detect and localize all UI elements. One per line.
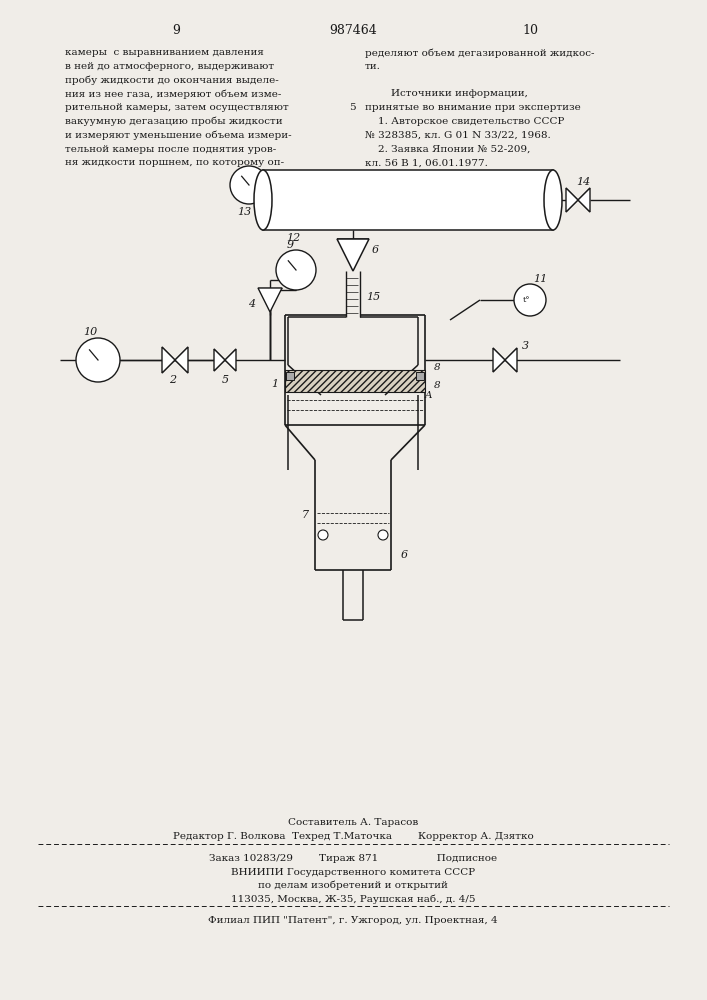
Circle shape <box>230 166 268 204</box>
Text: 15: 15 <box>366 292 380 302</box>
Circle shape <box>378 530 388 540</box>
Circle shape <box>76 338 120 382</box>
Text: и измеряют уменьшение объема измери-: и измеряют уменьшение объема измери- <box>65 131 291 140</box>
Text: ти.: ти. <box>365 62 381 71</box>
Circle shape <box>514 284 546 316</box>
Polygon shape <box>493 348 505 372</box>
Text: 10: 10 <box>83 327 97 337</box>
Text: Филиал ПИП "Патент", г. Ужгород, ул. Проектная, 4: Филиал ПИП "Патент", г. Ужгород, ул. Про… <box>208 916 498 925</box>
Text: 5: 5 <box>349 103 356 112</box>
Text: 12: 12 <box>286 233 300 243</box>
Text: тельной камеры после поднятия уров-: тельной камеры после поднятия уров- <box>65 145 276 154</box>
Ellipse shape <box>544 170 562 230</box>
Polygon shape <box>162 347 175 373</box>
Text: 1: 1 <box>271 379 279 389</box>
Polygon shape <box>337 239 369 271</box>
Text: пробу жидкости до окончания выделе-: пробу жидкости до окончания выделе- <box>65 76 279 85</box>
Text: Составитель А. Тарасов: Составитель А. Тарасов <box>288 818 418 827</box>
Text: 9: 9 <box>172 23 180 36</box>
Text: Заказ 10283/29        Тираж 871                  Подписное: Заказ 10283/29 Тираж 871 Подписное <box>209 854 497 863</box>
Text: принятые во внимание при экспертизе: принятые во внимание при экспертизе <box>365 103 580 112</box>
Text: № 328385, кл. G 01 N 33/22, 1968.: № 328385, кл. G 01 N 33/22, 1968. <box>365 131 551 140</box>
Polygon shape <box>175 347 188 373</box>
Text: 113035, Москва, Ж-35, Раушская наб., д. 4/5: 113035, Москва, Ж-35, Раушская наб., д. … <box>230 894 475 904</box>
Text: 11: 11 <box>533 274 547 284</box>
Bar <box>285 370 425 392</box>
Text: 5: 5 <box>221 375 228 385</box>
Text: рительной камеры, затем осуществляют: рительной камеры, затем осуществляют <box>65 103 288 112</box>
Bar <box>416 372 424 380</box>
Text: ния из нее газа, измеряют объем изме-: ния из нее газа, измеряют объем изме- <box>65 89 281 99</box>
Text: 4: 4 <box>248 299 255 309</box>
Text: 14: 14 <box>576 177 590 187</box>
Bar <box>286 372 294 380</box>
Polygon shape <box>578 188 590 212</box>
Text: Редактор Г. Волкова  Техред Т.Маточка        Корректор А. Дзятко: Редактор Г. Волкова Техред Т.Маточка Кор… <box>173 832 533 841</box>
Text: 8: 8 <box>433 363 440 372</box>
Text: 8: 8 <box>433 381 440 390</box>
Text: по делам изобретений и открытий: по делам изобретений и открытий <box>258 881 448 890</box>
Polygon shape <box>566 188 578 212</box>
Text: ВНИИПИ Государственного комитета СССР: ВНИИПИ Государственного комитета СССР <box>231 868 475 877</box>
Text: вакуумную дегазацию пробы жидкости: вакуумную дегазацию пробы жидкости <box>65 117 283 126</box>
Text: ределяют объем дегазированной жидкос-: ределяют объем дегазированной жидкос- <box>365 48 595 57</box>
Circle shape <box>276 250 316 290</box>
Circle shape <box>318 530 328 540</box>
Text: 987464: 987464 <box>329 23 377 36</box>
Text: A: A <box>425 391 433 400</box>
Text: 6: 6 <box>401 550 408 560</box>
Polygon shape <box>258 288 282 312</box>
Text: 3: 3 <box>522 341 529 351</box>
Text: ня жидкости поршнем, по которому оп-: ня жидкости поршнем, по которому оп- <box>65 158 284 167</box>
Text: 9: 9 <box>286 240 293 250</box>
Text: Источники информации,: Источники информации, <box>365 89 528 98</box>
Text: 2. Заявка Японии № 52-209,: 2. Заявка Японии № 52-209, <box>365 145 530 154</box>
Text: кл. 56 В 1, 06.01.1977.: кл. 56 В 1, 06.01.1977. <box>365 158 488 167</box>
Text: t°: t° <box>523 296 531 304</box>
Ellipse shape <box>254 170 272 230</box>
Text: 13: 13 <box>237 207 251 217</box>
Polygon shape <box>505 348 517 372</box>
Bar <box>263 170 553 230</box>
Text: 1. Авторское свидетельство СССР: 1. Авторское свидетельство СССР <box>365 117 564 126</box>
Text: 7: 7 <box>301 510 308 520</box>
Text: 6: 6 <box>371 245 378 255</box>
Text: камеры  с выравниванием давления: камеры с выравниванием давления <box>65 48 264 57</box>
Polygon shape <box>214 349 225 371</box>
Polygon shape <box>225 349 236 371</box>
Text: в ней до атмосферного, выдерживают: в ней до атмосферного, выдерживают <box>65 62 274 71</box>
Text: 10: 10 <box>522 23 538 36</box>
Text: 2: 2 <box>170 375 177 385</box>
